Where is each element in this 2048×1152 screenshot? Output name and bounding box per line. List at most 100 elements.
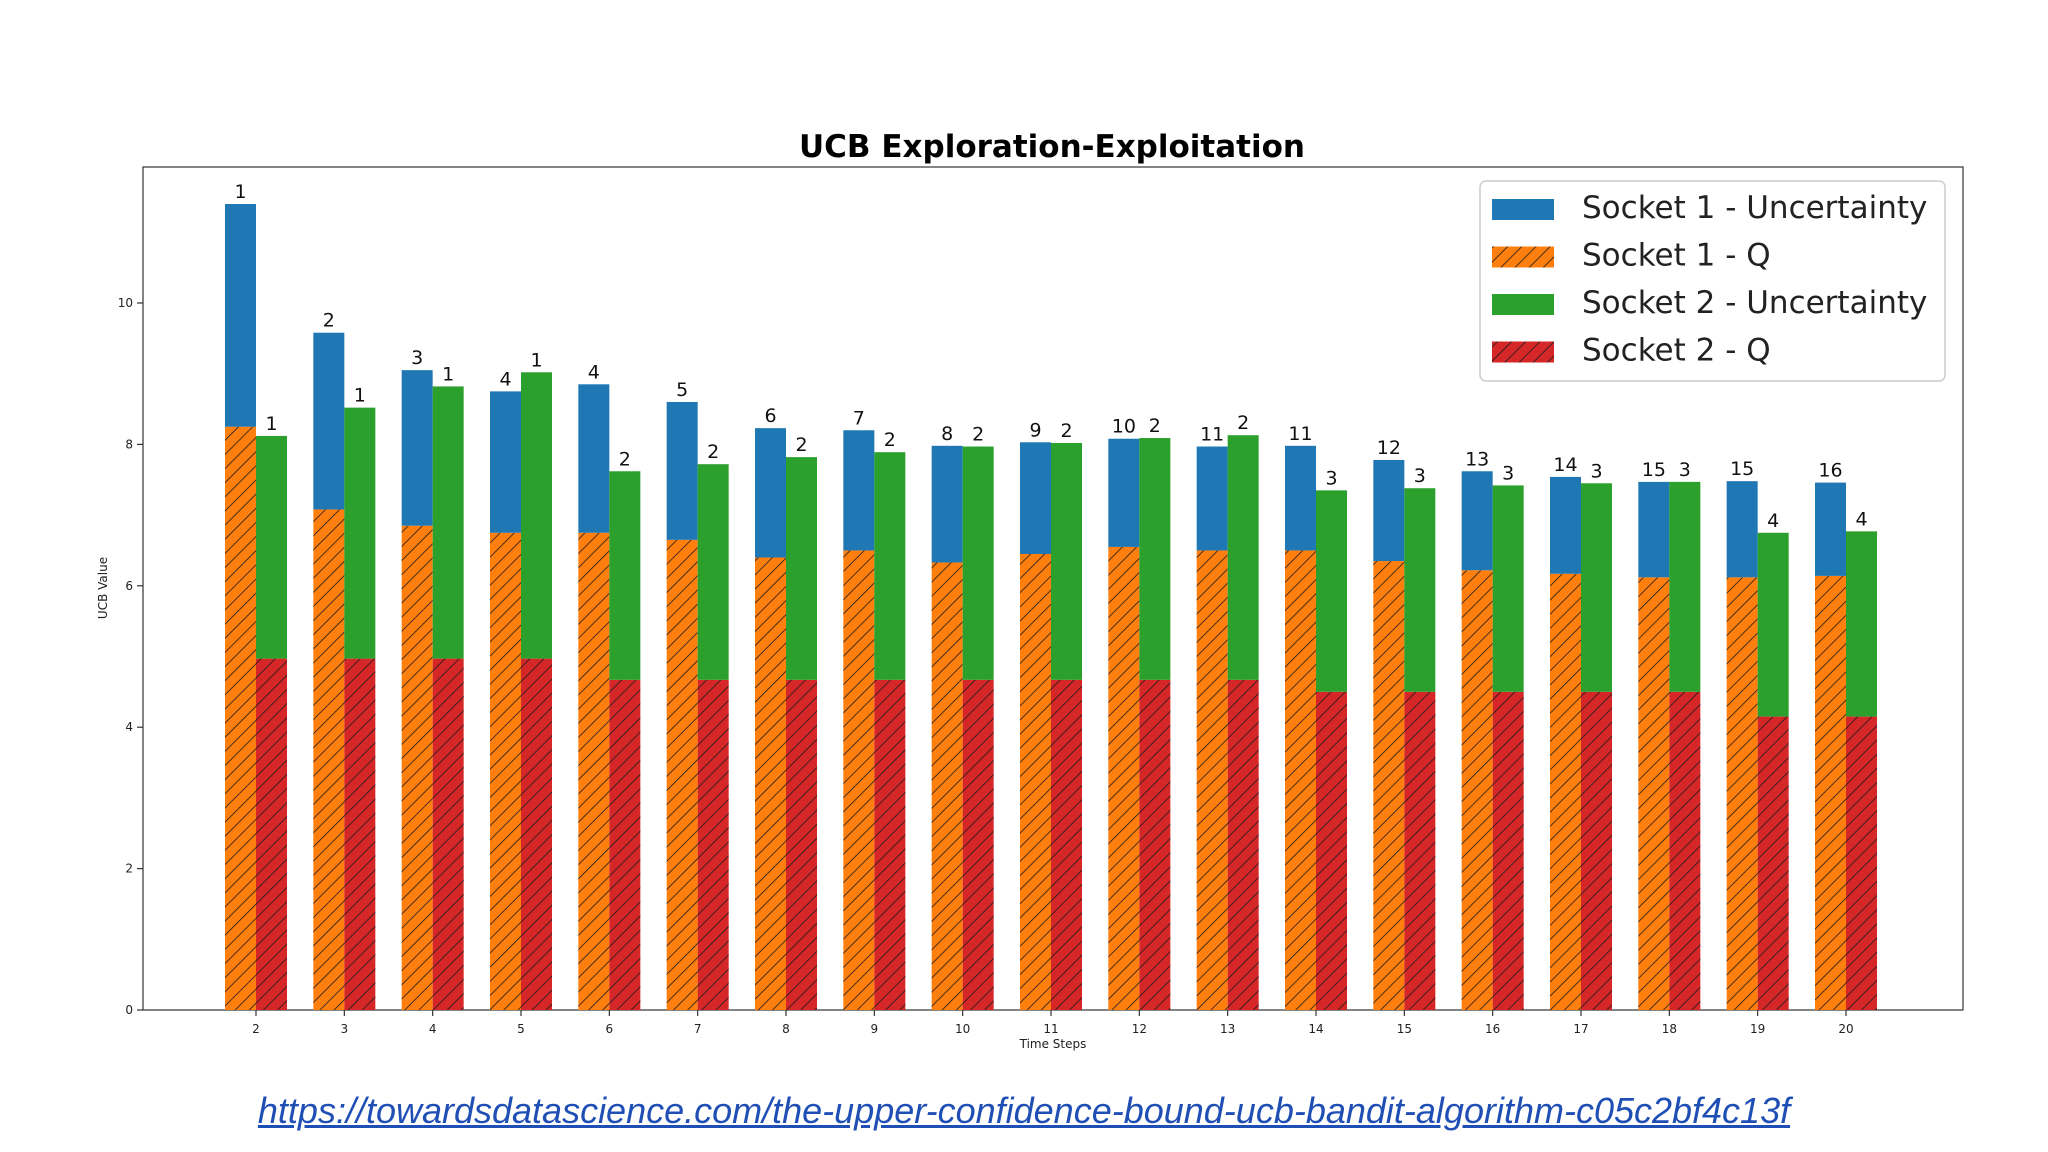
socket2-uncertainty-bar: [786, 457, 817, 680]
x-tick-label: 8: [782, 1022, 790, 1036]
socket1-q-hatch: [490, 532, 521, 1010]
socket2-uncertainty-bar: [1404, 488, 1436, 692]
x-tick-label: 5: [517, 1022, 525, 1036]
legend-entry-label: Socket 1 - Q: [1582, 238, 1771, 274]
socket2-uncertainty-bar: [344, 407, 376, 659]
socket1-uncertainty-bar: [1373, 459, 1405, 562]
socket2-bar-label: 2: [1237, 412, 1249, 434]
legend: Socket 1 - Uncertainty Socket 1 - Q Socket…: [1479, 180, 1946, 382]
socket2-q-hatch: [1846, 716, 1877, 1010]
socket2-bar-label: 1: [442, 363, 454, 385]
socket2-uncertainty-bar: [874, 452, 906, 680]
y-tick-label: 0: [125, 1003, 133, 1017]
socket2-bar-label: 3: [1414, 465, 1426, 487]
socket1-bar-label: 12: [1377, 437, 1401, 459]
socket1-bar-label: 9: [1029, 419, 1041, 441]
socket1-uncertainty-bar: [1020, 442, 1051, 554]
socket2-q-hatch: [1492, 691, 1524, 1010]
legend-entry-label: Socket 2 - Uncertainty: [1582, 285, 1927, 321]
socket2-q-hatch: [609, 679, 641, 1010]
x-tick-label: 3: [341, 1022, 349, 1036]
socket2-bar-label: 2: [795, 434, 807, 456]
socket1-bar-label: 8: [941, 423, 953, 445]
x-tick-label: 10: [955, 1022, 970, 1036]
socket2-q-hatch: [1139, 679, 1171, 1010]
socket1-uncertainty-bar: [578, 384, 610, 533]
socket2-bar-label: 3: [1502, 462, 1514, 484]
socket2-q-hatch: [1051, 679, 1082, 1010]
x-tick-label: 9: [871, 1022, 879, 1036]
socket1-q-hatch: [931, 562, 963, 1010]
x-tick-label: 7: [694, 1022, 702, 1036]
socket2-uncertainty-bar: [1492, 485, 1524, 692]
socket1-q-hatch: [1196, 550, 1228, 1010]
x-tick-label: 18: [1662, 1022, 1677, 1036]
socket1-q-hatch: [1638, 577, 1670, 1010]
socket1-q-hatch: [401, 525, 433, 1010]
x-tick-label: 13: [1220, 1022, 1235, 1036]
socket2-uncertainty-bar: [609, 471, 641, 680]
socket1-uncertainty-bar: [1108, 438, 1140, 547]
socket1-uncertainty-bar: [1726, 481, 1758, 578]
legend-entry-label: Socket 2 - Q: [1582, 333, 1771, 369]
socket1-bar-label: 2: [323, 310, 335, 332]
socket2-bar-label: 3: [1325, 467, 1337, 489]
y-tick-label: 2: [125, 862, 133, 876]
socket2-bar-label: 2: [972, 424, 984, 446]
socket2-bar-label: 2: [1060, 420, 1072, 442]
socket2-bar-label: 2: [707, 441, 719, 463]
socket2-q-hatch: [697, 679, 729, 1010]
x-tick-label: 2: [252, 1022, 260, 1036]
socket1-bar-label: 3: [411, 347, 423, 369]
socket2-q-hatch: [1757, 716, 1789, 1010]
y-tick-label: 4: [125, 720, 133, 734]
socket2-q-hatch: [1227, 679, 1259, 1010]
socket1-uncertainty-bar: [1461, 471, 1493, 571]
socket1-uncertainty-bar: [1196, 446, 1228, 551]
socket1-bar-label: 15: [1730, 458, 1754, 480]
socket1-q-hatch: [578, 532, 610, 1010]
socket1-q-hatch: [843, 550, 875, 1010]
socket1-q-hatch: [1285, 550, 1316, 1010]
socket1-bar-label: 4: [588, 361, 600, 383]
socket2-q-hatch: [786, 679, 817, 1010]
socket2-uncertainty-bar: [1316, 490, 1347, 692]
socket2-q-hatch: [256, 658, 287, 1010]
socket1-q-hatch: [755, 557, 786, 1010]
y-tick-label: 10: [118, 296, 133, 310]
socket2-uncertainty-bar: [1669, 481, 1701, 692]
socket2-bar-label: 2: [619, 448, 631, 470]
socket2-q-hatch: [874, 679, 906, 1010]
socket1-q-hatch: [1815, 575, 1846, 1010]
socket2-uncertainty-bar: [256, 435, 287, 659]
socket1-bar-label: 11: [1200, 424, 1224, 446]
socket2-uncertainty-bar: [962, 446, 994, 680]
socket2-uncertainty-bar: [521, 372, 552, 659]
socket1-uncertainty-bar: [313, 332, 345, 510]
socket1-q-hatch: [225, 426, 256, 1011]
socket2-bar-label: 4: [1767, 510, 1779, 532]
socket1-q-hatch: [666, 539, 698, 1010]
socket1-uncertainty-bar: [843, 430, 875, 551]
socket1-bar-label: 11: [1288, 423, 1312, 445]
legend-swatch: [1492, 199, 1554, 220]
socket1-bar-label: 7: [853, 407, 865, 429]
socket2-q-hatch: [432, 658, 464, 1010]
x-tick-label: 11: [1043, 1022, 1058, 1036]
legend-swatch: [1492, 294, 1554, 315]
socket1-bar-label: 4: [499, 368, 511, 390]
socket1-q-hatch: [1020, 553, 1051, 1010]
source-link[interactable]: https://towardsdatascience.com/the-upper…: [257, 1090, 1791, 1131]
socket1-uncertainty-bar: [1550, 476, 1581, 574]
socket2-q-hatch: [344, 658, 376, 1010]
socket1-q-hatch: [1373, 561, 1405, 1010]
socket1-bar-label: 10: [1112, 416, 1136, 438]
socket1-uncertainty-bar: [1815, 482, 1846, 576]
socket1-bar-label: 14: [1553, 454, 1577, 476]
socket1-bar-label: 15: [1642, 459, 1666, 481]
legend-entry-label: Socket 1 - Uncertainty: [1582, 190, 1927, 226]
socket1-bar-label: 6: [764, 405, 776, 427]
socket2-uncertainty-bar: [1139, 438, 1171, 680]
